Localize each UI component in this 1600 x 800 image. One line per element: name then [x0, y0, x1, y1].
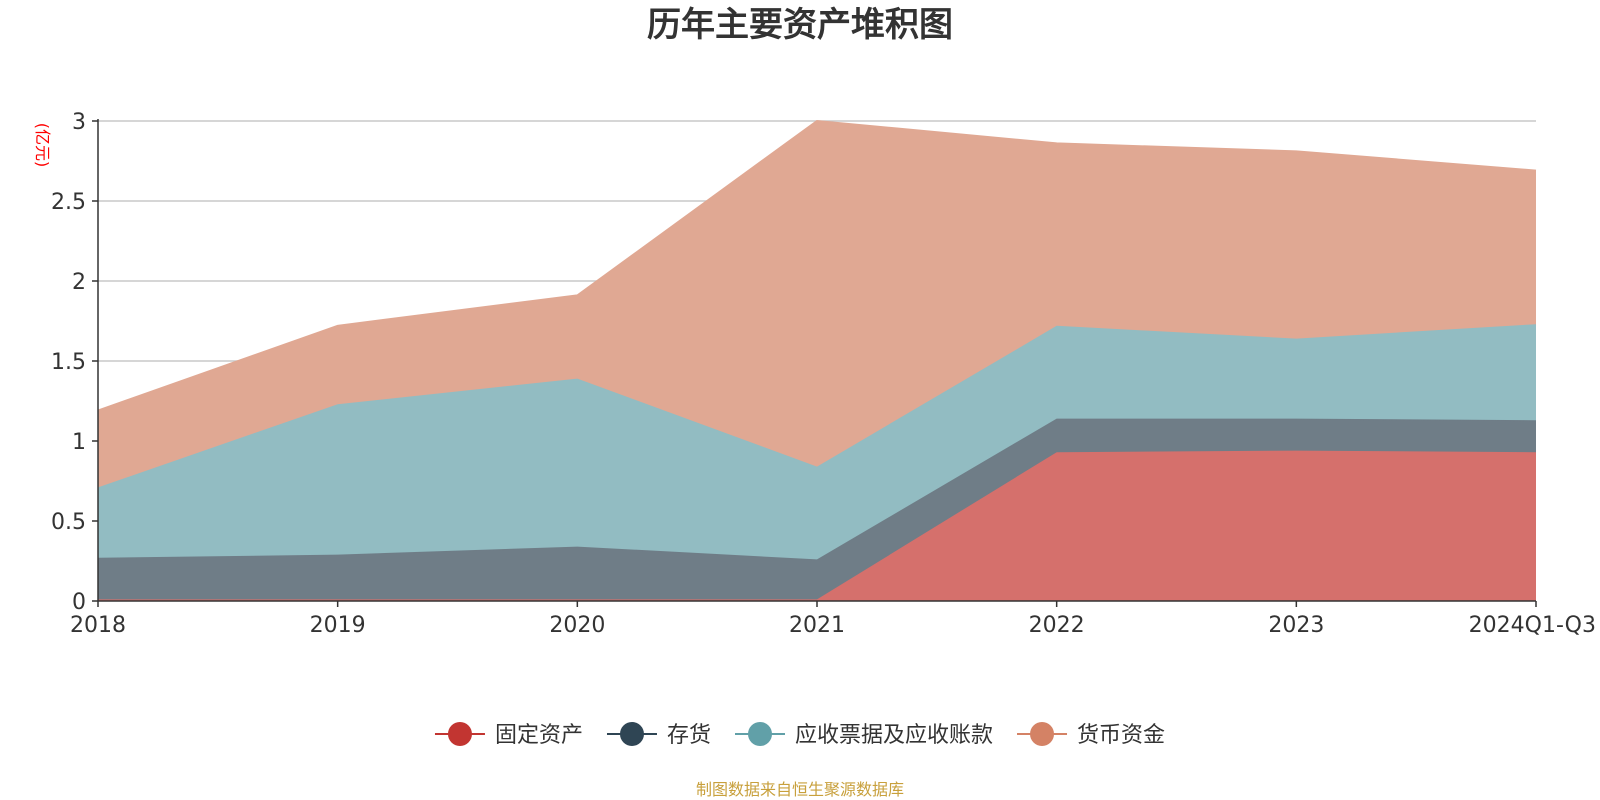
y-tick-label: 0 — [72, 590, 86, 615]
legend[interactable]: 固定资产 存货 应收票据及应收账款 货币资金 — [434, 722, 1165, 748]
legend-marker-icon — [1030, 722, 1055, 746]
x-tick-label: 2022 — [1029, 613, 1085, 638]
legend-marker-icon — [748, 722, 772, 746]
area-固定资产 — [98, 450, 1536, 601]
y-tick-label: 3 — [72, 110, 86, 135]
legend-label: 固定资产 — [495, 723, 583, 748]
legend-marker-icon — [447, 722, 472, 746]
y-tick-label: 2 — [72, 270, 86, 295]
x-tick-label: 2024Q1-Q3 — [1469, 613, 1596, 638]
x-tick-label: 2020 — [549, 613, 605, 638]
area-货币资金 — [98, 121, 1536, 488]
x-tick-label: 2018 — [70, 613, 126, 638]
legend-item-货币资金[interactable]: 货币资金 — [1017, 722, 1165, 748]
y-tick-label: 0.5 — [51, 510, 86, 535]
y-tick-label: 2.5 — [51, 190, 86, 215]
legend-label: 存货 — [667, 723, 711, 748]
x-tick-label: 2019 — [310, 613, 366, 638]
legend-label: 应收票据及应收账款 — [795, 723, 993, 748]
legend-item-固定资产[interactable]: 固定资产 — [434, 722, 583, 748]
area-应收票据及应收账款 — [98, 324, 1536, 560]
y-tick-label: 1.5 — [51, 350, 86, 375]
y-tick-label: 1 — [72, 430, 86, 455]
x-tick-label: 2023 — [1268, 613, 1324, 638]
chart-title: 历年主要资产堆积图 — [647, 5, 953, 45]
series-line-货币资金 — [97, 119, 1537, 412]
data-source-note: 制图数据来自恒生聚源数据库 — [696, 780, 904, 799]
y-axis-unit: (亿元) — [33, 123, 52, 168]
legend-item-存货[interactable]: 存货 — [606, 722, 711, 748]
series-areas — [97, 119, 1537, 601]
legend-label: 货币资金 — [1077, 723, 1165, 748]
axes: 0 0.5 1 1.5 2 2.5 3 2018 2019 2020 2021 2022 2023 202… — [51, 110, 1596, 638]
legend-marker-icon — [619, 722, 644, 746]
area-存货 — [98, 418, 1536, 600]
x-tick-label: 2021 — [789, 613, 845, 638]
legend-item-应收票据及应收账款[interactable]: 应收票据及应收账款 — [735, 722, 993, 748]
